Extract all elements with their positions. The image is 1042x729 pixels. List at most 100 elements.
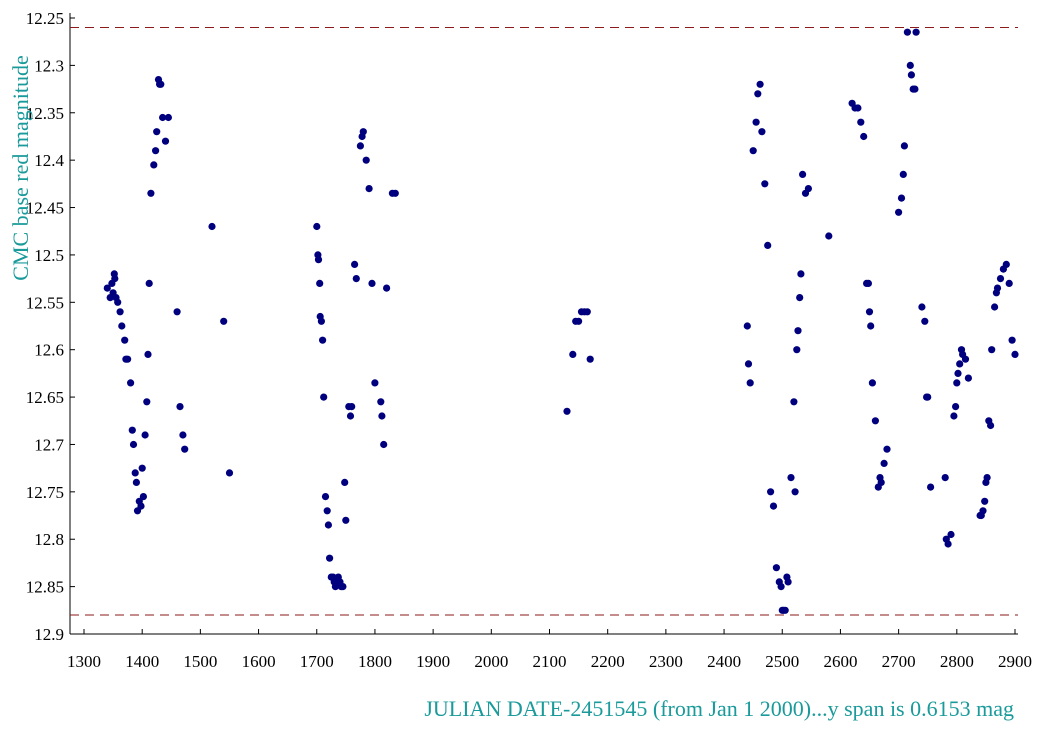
data-point — [316, 279, 324, 287]
y-tick-label: 12.75 — [26, 483, 64, 502]
data-point — [924, 393, 932, 401]
data-point — [860, 132, 868, 141]
data-point — [918, 303, 926, 311]
y-tick-label: 12.6 — [34, 341, 64, 360]
data-point — [895, 208, 903, 216]
data-point — [143, 398, 151, 406]
y-tick-label: 12.8 — [34, 530, 64, 549]
y-tick-label: 12.45 — [26, 199, 64, 218]
data-point — [152, 147, 160, 155]
data-point — [362, 156, 370, 164]
data-point — [346, 412, 355, 420]
data-point — [383, 284, 391, 292]
data-point — [790, 398, 798, 406]
y-tick-label: 12.7 — [34, 435, 64, 454]
data-point — [764, 241, 772, 249]
data-point — [799, 170, 807, 178]
data-point — [586, 355, 594, 363]
data-point — [867, 322, 875, 330]
data-point — [883, 445, 891, 453]
data-point — [323, 507, 331, 515]
data-point — [179, 431, 187, 439]
data-point — [368, 279, 376, 287]
data-point — [796, 294, 804, 302]
data-point — [749, 147, 757, 155]
data-point — [351, 260, 359, 268]
data-point — [139, 493, 147, 501]
data-point — [153, 128, 161, 136]
data-point — [777, 583, 785, 591]
data-point — [877, 478, 885, 486]
data-point — [314, 256, 323, 264]
y-tick-label: 12.4 — [34, 151, 64, 170]
data-point — [906, 61, 914, 69]
x-tick-label: 1400 — [125, 652, 159, 671]
data-point — [979, 507, 987, 515]
data-point — [176, 403, 184, 411]
data-point — [114, 298, 122, 306]
x-tick-label: 2500 — [765, 652, 799, 671]
data-point — [321, 493, 330, 501]
x-tick-label: 2700 — [882, 652, 916, 671]
data-point — [339, 583, 347, 591]
y-tick-label: 12.9 — [34, 625, 64, 644]
data-point — [954, 369, 962, 377]
data-point — [772, 564, 781, 572]
data-point — [754, 90, 762, 98]
data-point — [996, 275, 1005, 283]
data-point — [157, 80, 165, 88]
data-point — [871, 417, 880, 425]
x-tick-label: 2900 — [998, 652, 1032, 671]
data-point — [391, 189, 399, 197]
data-point — [1011, 350, 1019, 358]
data-point — [141, 431, 149, 439]
data-point — [124, 355, 132, 363]
data-point — [756, 80, 764, 88]
data-point — [121, 336, 129, 344]
data-point — [324, 521, 332, 529]
data-point — [225, 469, 234, 477]
data-point — [150, 161, 158, 169]
data-point — [208, 222, 216, 231]
data-point — [1008, 336, 1016, 344]
data-point — [981, 497, 989, 505]
data-point — [1002, 260, 1010, 268]
data-point — [767, 488, 775, 496]
data-point — [794, 327, 802, 335]
axes — [69, 13, 1018, 635]
data-point — [137, 502, 145, 510]
data-point — [941, 474, 949, 482]
data-point — [569, 350, 577, 358]
data-point — [988, 346, 996, 354]
data-point — [111, 275, 119, 283]
y-tick-label: 12.5 — [34, 246, 64, 265]
data-point — [341, 478, 349, 486]
data-point — [583, 308, 591, 316]
data-point — [950, 412, 958, 420]
data-point — [575, 317, 583, 325]
data-point — [857, 118, 865, 126]
data-point — [326, 554, 334, 562]
data-point — [352, 275, 360, 283]
data-point — [964, 374, 973, 382]
data-point — [377, 398, 385, 406]
data-point — [825, 232, 833, 240]
data-point — [220, 317, 228, 325]
data-point — [746, 379, 754, 387]
x-tick-label: 2200 — [591, 652, 625, 671]
data-point — [118, 322, 126, 330]
data-point — [953, 379, 961, 387]
x-tick-label: 1700 — [300, 652, 334, 671]
y-tick-label: 12.85 — [26, 578, 64, 597]
data-point — [173, 308, 181, 316]
data-point — [864, 279, 873, 287]
data-point — [903, 28, 912, 36]
y-ticks: 12.25 12.3 12.35 12.4 12.45 12.5 12.55 12.6 12.6… — [26, 9, 75, 644]
data-point — [317, 317, 325, 325]
x-tick-label: 2000 — [474, 652, 508, 671]
data-point — [378, 412, 386, 420]
data-point — [865, 308, 874, 316]
data-point — [911, 85, 919, 93]
data-point — [787, 474, 795, 482]
y-tick-label: 12.3 — [34, 56, 64, 75]
